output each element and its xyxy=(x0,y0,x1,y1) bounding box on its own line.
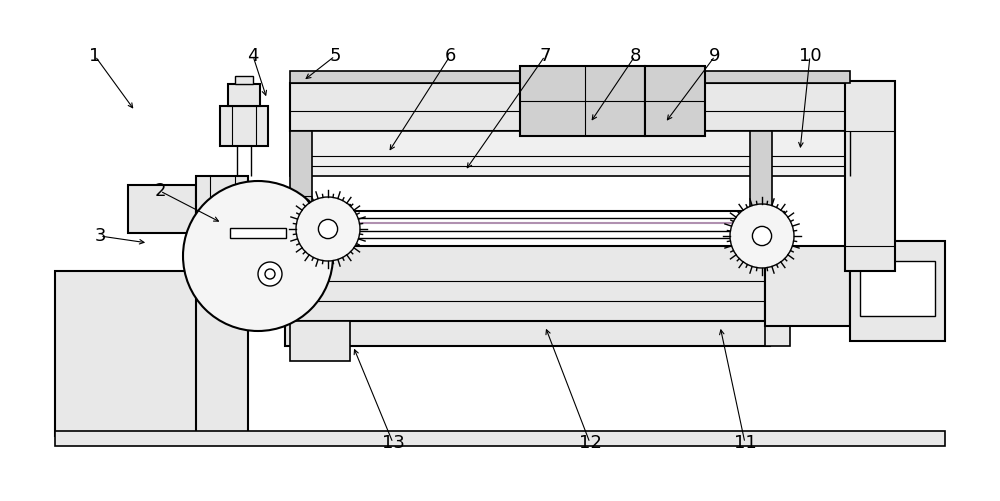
Bar xyxy=(228,84,260,106)
Text: 1: 1 xyxy=(89,47,101,65)
Bar xyxy=(750,131,772,246)
Bar xyxy=(850,241,945,341)
Bar xyxy=(308,204,350,254)
Bar xyxy=(128,185,196,233)
Bar xyxy=(765,246,850,326)
Bar xyxy=(290,83,850,131)
Bar xyxy=(290,321,350,361)
Circle shape xyxy=(265,269,275,279)
Bar xyxy=(55,271,240,436)
Text: 11: 11 xyxy=(734,434,756,452)
Text: 10: 10 xyxy=(799,47,821,65)
Bar xyxy=(220,106,268,146)
Text: 3: 3 xyxy=(94,227,106,245)
Text: 13: 13 xyxy=(382,434,404,452)
Text: 8: 8 xyxy=(629,47,641,65)
Bar xyxy=(196,176,248,436)
Bar xyxy=(520,66,645,136)
Bar xyxy=(290,131,850,176)
Text: 2: 2 xyxy=(154,182,166,200)
Text: 9: 9 xyxy=(709,47,721,65)
Bar xyxy=(845,81,895,271)
Text: 7: 7 xyxy=(539,47,551,65)
Bar xyxy=(645,66,705,136)
Circle shape xyxy=(296,197,360,261)
Circle shape xyxy=(730,204,794,268)
Bar xyxy=(765,246,790,346)
Text: 12: 12 xyxy=(579,434,601,452)
Circle shape xyxy=(183,181,333,331)
Bar xyxy=(742,211,784,261)
Bar xyxy=(230,228,286,238)
Bar xyxy=(290,71,850,83)
Circle shape xyxy=(258,262,282,286)
Circle shape xyxy=(318,219,338,238)
Circle shape xyxy=(752,226,772,245)
Text: 5: 5 xyxy=(329,47,341,65)
Text: 6: 6 xyxy=(444,47,456,65)
Bar xyxy=(55,431,945,446)
Bar xyxy=(290,131,312,246)
Bar xyxy=(290,246,765,326)
Bar xyxy=(285,321,770,346)
Bar xyxy=(860,261,935,316)
Bar xyxy=(235,76,253,84)
Text: 4: 4 xyxy=(247,47,259,65)
